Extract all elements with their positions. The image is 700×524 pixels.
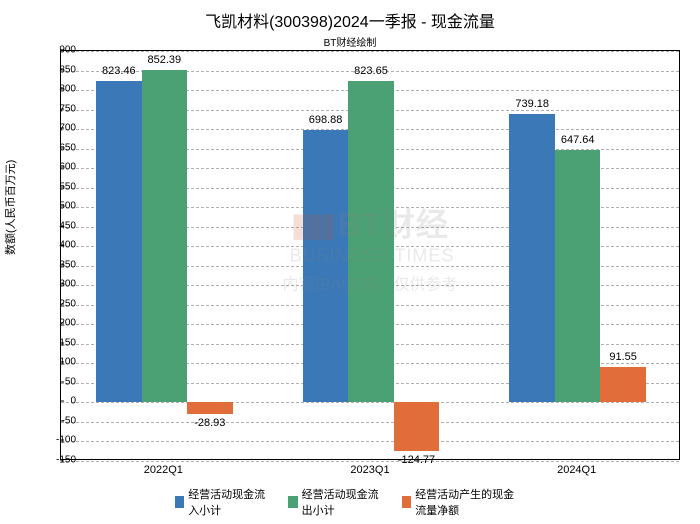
y-tick-mark	[60, 89, 64, 90]
bar-value-label: 91.55	[609, 351, 637, 363]
legend-label: 经营活动现金流出小计	[302, 486, 386, 518]
y-tick-mark	[60, 69, 64, 70]
y-tick-mark	[60, 128, 64, 129]
bar	[394, 402, 439, 451]
bar	[96, 81, 141, 403]
gridline	[61, 51, 679, 52]
bar-value-label: 739.18	[515, 98, 549, 110]
y-tick-mark	[60, 323, 64, 324]
y-tick-mark	[60, 342, 64, 343]
y-tick-mark	[60, 108, 64, 109]
y-tick-mark	[60, 167, 64, 168]
y-tick-mark	[60, 147, 64, 148]
y-axis-label: 数额(人民币百万元)	[2, 160, 18, 255]
y-tick-mark	[60, 401, 64, 402]
bar-value-label: 647.64	[561, 134, 595, 146]
legend-label: 经营活动现金流入小计	[188, 486, 272, 518]
legend: 经营活动现金流入小计 经营活动现金流出小计 经营活动产生的现金流量净额	[175, 486, 525, 518]
y-tick-mark	[60, 362, 64, 363]
y-tick-mark	[60, 206, 64, 207]
y-tick-mark	[60, 303, 64, 304]
legend-item: 经营活动现金流入小计	[175, 486, 272, 518]
y-tick-mark	[60, 225, 64, 226]
legend-item: 经营活动现金流出小计	[288, 486, 385, 518]
x-tick-label: 2023Q1	[350, 464, 389, 476]
y-tick-mark	[60, 440, 64, 441]
y-tick-mark	[60, 381, 64, 382]
y-tick-mark	[60, 264, 64, 265]
bar-value-label: 852.39	[148, 54, 182, 66]
plot-area: 823.46852.39-28.93698.88823.65-124.77739…	[60, 50, 680, 460]
y-tick-mark	[60, 460, 64, 461]
bar	[187, 402, 232, 413]
legend-color-box	[288, 496, 297, 508]
bar-value-label: -124.77	[398, 454, 435, 466]
y-tick-mark	[60, 186, 64, 187]
legend-color-box	[175, 496, 184, 508]
x-tick-label: 2024Q1	[557, 464, 596, 476]
chart-subtitle: BT财经绘制	[0, 34, 700, 49]
bar	[600, 367, 645, 403]
gridline	[61, 441, 679, 442]
cash-flow-chart: 飞凯材料(300398)2024一季报 - 现金流量 BT财经绘制 数额(人民币…	[0, 0, 700, 524]
gridline	[61, 461, 679, 462]
bar	[348, 81, 393, 403]
legend-label: 经营活动产生的现金流量净额	[415, 486, 525, 518]
bar-value-label: 823.46	[102, 65, 136, 77]
legend-item: 经营活动产生的现金流量净额	[402, 486, 525, 518]
gridline	[61, 402, 679, 403]
bar	[303, 130, 348, 403]
bar-value-label: 698.88	[309, 114, 343, 126]
bar	[509, 114, 554, 403]
chart-title: 飞凯材料(300398)2024一季报 - 现金流量	[0, 0, 700, 32]
legend-color-box	[402, 496, 411, 508]
y-tick-mark	[60, 420, 64, 421]
gridline	[61, 422, 679, 423]
x-tick-label: 2022Q1	[144, 464, 183, 476]
bar-value-label: -28.93	[194, 417, 225, 429]
bar	[142, 70, 187, 403]
bar-value-label: 823.65	[354, 65, 388, 77]
y-tick-mark	[60, 50, 64, 51]
bar	[555, 150, 600, 403]
y-tick-mark	[60, 245, 64, 246]
y-tick-mark	[60, 284, 64, 285]
